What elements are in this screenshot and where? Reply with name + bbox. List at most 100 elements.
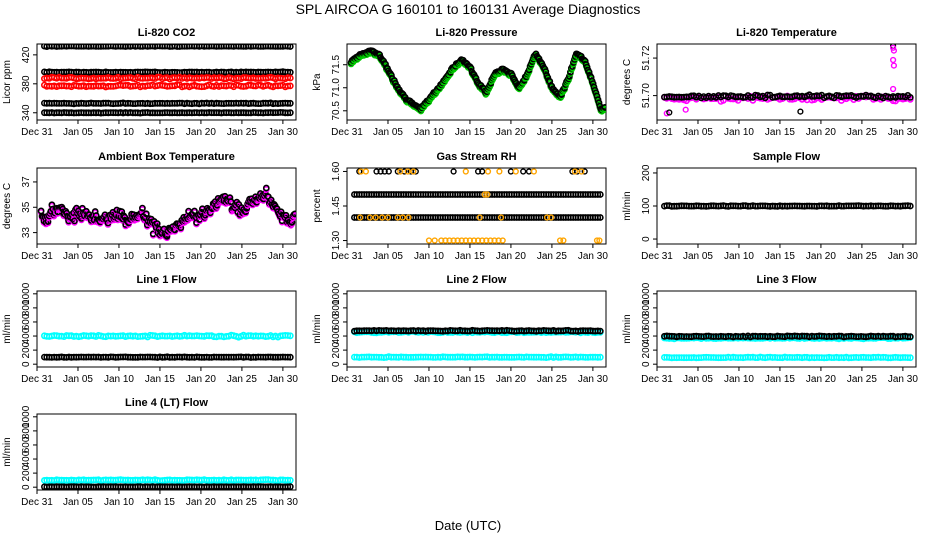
data-point <box>357 214 364 221</box>
y-tick-label: 200 <box>331 341 342 358</box>
y-tick-label: 1000 <box>21 405 32 428</box>
data-point <box>286 74 294 82</box>
data-point <box>906 333 914 341</box>
x-tick-label: Jan 25 <box>847 127 877 138</box>
x-axis-label: Date (UTC) <box>435 518 501 533</box>
panel-title: Gas Stream RH <box>436 151 516 163</box>
x-tick-label: Jan 20 <box>806 127 836 138</box>
x-tick-label: Jan 20 <box>496 127 526 138</box>
series-cyan-lower <box>661 353 914 362</box>
x-tick-label: Dec 31 <box>21 497 53 508</box>
y-tick-label: 400 <box>21 327 32 344</box>
data-point <box>594 214 602 221</box>
y-tick-label: 800 <box>331 299 342 316</box>
data-point <box>484 191 491 198</box>
y-axis-label: ml/min <box>2 314 13 343</box>
data-point <box>412 168 419 175</box>
sparse-points-orange <box>481 191 491 198</box>
plot-frame <box>36 167 297 245</box>
data-point <box>578 168 585 175</box>
y-tick-label: 1.30 <box>331 230 342 250</box>
y-tick-label: 1000 <box>21 282 32 305</box>
y-axis-label: ml/min <box>622 191 633 220</box>
outlier-point <box>890 62 898 69</box>
y-tick-label: 200 <box>641 341 652 358</box>
plot-frame <box>656 290 917 368</box>
data-point <box>479 237 486 244</box>
outlier-point <box>889 85 897 93</box>
x-tick-label: Jan 25 <box>537 251 567 262</box>
x-tick-label: Jan 05 <box>373 127 403 138</box>
data-point <box>594 353 602 361</box>
y-tick-label: 1.60 <box>331 161 342 181</box>
y-tick-label: 70.5 <box>331 101 342 121</box>
x-tick-label: Jan 10 <box>104 127 134 138</box>
data-point <box>596 191 604 198</box>
data-layer <box>661 202 914 210</box>
series-black <box>661 332 914 341</box>
x-tick-label: Jan 30 <box>888 374 918 385</box>
data-point <box>581 168 588 175</box>
data-layer <box>661 44 914 117</box>
x-tick-label: Jan 05 <box>683 127 713 138</box>
data-point <box>286 476 294 484</box>
x-tick-label: Jan 05 <box>63 497 93 508</box>
data-point <box>431 237 438 244</box>
data-point <box>458 237 465 244</box>
y-tick-label: 800 <box>641 299 652 316</box>
x-tick-label: Jan 10 <box>104 497 134 508</box>
panel-title: Li-820 CO2 <box>138 27 195 39</box>
x-tick-label: Jan 05 <box>373 251 403 262</box>
series-black <box>350 326 604 335</box>
data-point <box>560 237 567 244</box>
data-point <box>410 168 417 175</box>
data-point <box>262 184 270 192</box>
x-tick-label: Jan 20 <box>496 374 526 385</box>
y-tick-label: 800 <box>21 299 32 316</box>
series-level-3 <box>41 73 294 83</box>
data-point <box>479 168 486 175</box>
y-axis-label: ml/min <box>622 314 633 343</box>
data-point <box>601 104 606 111</box>
panel-title: Sample Flow <box>753 151 821 163</box>
y-tick-label: 600 <box>641 313 652 330</box>
data-point <box>286 353 294 361</box>
x-tick-label: Jan 05 <box>63 251 93 262</box>
y-tick-label: 1.45 <box>331 196 342 216</box>
data-point <box>362 168 370 175</box>
x-tick-label: Jan 25 <box>537 374 567 385</box>
panel-grid: Li-820 CO2 340 380 420 Licor ppm Dec 31 Jan 05… <box>2 27 918 508</box>
x-tick-label: Jan 15 <box>145 251 175 262</box>
series-pressure <box>347 47 606 115</box>
panel-title: Line 2 Flow <box>447 274 507 286</box>
x-tick-label: Jan 15 <box>145 374 175 385</box>
x-tick-label: Jan 30 <box>268 251 298 262</box>
x-tick-label: Jan 05 <box>683 374 713 385</box>
y-tick-label: 380 <box>21 75 32 92</box>
data-point <box>71 217 78 225</box>
data-point <box>484 168 492 175</box>
x-tick-label: Jan 25 <box>847 251 877 262</box>
y-tick-label: 0 <box>641 236 652 242</box>
outlier-point <box>666 109 673 116</box>
data-point <box>906 202 914 210</box>
x-tick-label: Jan 10 <box>414 127 444 138</box>
x-tick-label: Jan 20 <box>806 374 836 385</box>
x-tick-label: Jan 20 <box>496 251 526 262</box>
x-tick-label: Dec 31 <box>331 127 363 138</box>
data-layer <box>347 47 606 115</box>
data-point <box>286 82 294 90</box>
y-tick-label: 400 <box>331 327 342 344</box>
data-point <box>372 214 379 221</box>
series-rh-1.50 <box>350 191 604 198</box>
plot-frame <box>36 290 297 368</box>
y-axis-label: kPa <box>312 73 323 91</box>
outlier-point <box>797 108 804 115</box>
y-axis-label: ml/min <box>2 437 13 466</box>
y-tick-label: 51.72 <box>641 45 652 70</box>
x-tick-label: Jan 15 <box>765 127 795 138</box>
x-tick-label: Jan 10 <box>104 251 134 262</box>
